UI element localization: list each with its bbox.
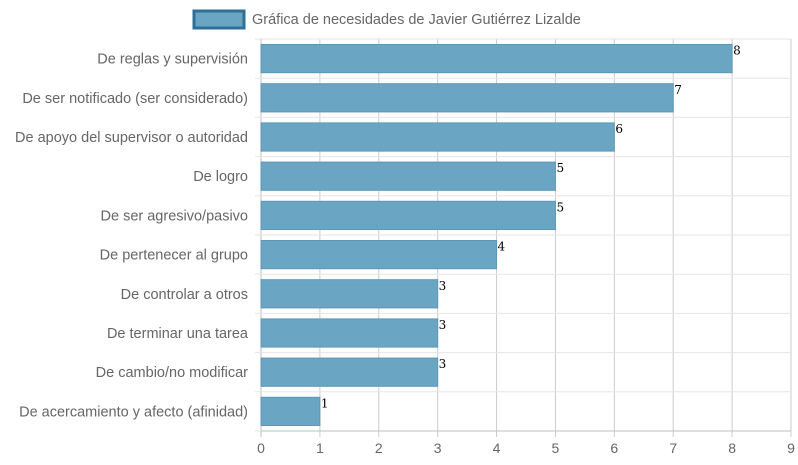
bar[interactable] xyxy=(260,83,674,113)
legend-label: Gráfica de necesidades de Javier Gutiérr… xyxy=(252,12,581,28)
bar[interactable] xyxy=(260,122,615,152)
value-label: 7 xyxy=(674,83,682,97)
bar[interactable] xyxy=(260,357,439,387)
x-tick-label: 0 xyxy=(257,440,265,456)
value-label: 3 xyxy=(439,279,447,293)
bar[interactable] xyxy=(260,239,498,270)
value-label: 4 xyxy=(498,240,506,254)
category-label: De pertenecer al grupo xyxy=(100,248,248,264)
x-tick-label: 5 xyxy=(552,440,560,456)
value-label: 5 xyxy=(556,200,564,214)
category-label: De controlar a otros xyxy=(121,287,248,303)
value-label: 3 xyxy=(439,318,447,332)
x-tick-label: 9 xyxy=(787,440,795,456)
bar[interactable] xyxy=(260,318,439,348)
x-tick-label: 3 xyxy=(434,440,442,456)
x-tick-label: 1 xyxy=(316,440,324,456)
category-label: De reglas y supervisión xyxy=(97,52,248,68)
bar[interactable] xyxy=(260,279,439,309)
legend-swatch xyxy=(192,9,246,30)
category-label: De acercamiento y afecto (afinidad) xyxy=(19,404,248,420)
x-tick-label: 4 xyxy=(493,440,501,456)
value-label: 6 xyxy=(615,122,623,136)
legend[interactable]: Gráfica de necesidades de Javier Gutiérr… xyxy=(192,9,581,30)
value-label: 3 xyxy=(439,357,447,371)
category-label: De ser notificado (ser considerado) xyxy=(22,91,248,107)
value-label: 5 xyxy=(556,161,564,175)
bar[interactable] xyxy=(260,200,556,231)
value-label: 1 xyxy=(321,396,329,410)
category-label: De ser agresivo/pasivo xyxy=(101,208,249,224)
category-label: De terminar una tarea xyxy=(107,326,249,342)
category-label: De cambio/no modificar xyxy=(96,365,248,381)
x-tick-label: 6 xyxy=(610,440,618,456)
x-tick-label: 7 xyxy=(669,440,677,456)
bar[interactable] xyxy=(260,43,733,74)
x-axis-ticks: 0 1 2 3 4 5 6 7 8 9 xyxy=(257,440,795,456)
bar[interactable] xyxy=(260,396,321,427)
value-labels: 8 7 6 5 5 4 3 3 3 1 xyxy=(321,44,741,411)
bar[interactable] xyxy=(260,161,556,191)
category-label: De apoyo del supervisor o autoridad xyxy=(15,130,248,146)
x-tick-label: 8 xyxy=(728,440,736,456)
x-tick-label: 2 xyxy=(375,440,383,456)
category-label: De logro xyxy=(193,169,248,185)
value-label: 8 xyxy=(733,44,741,58)
bars xyxy=(260,43,733,427)
category-labels: De reglas y supervisión De ser notificado… xyxy=(15,52,249,421)
